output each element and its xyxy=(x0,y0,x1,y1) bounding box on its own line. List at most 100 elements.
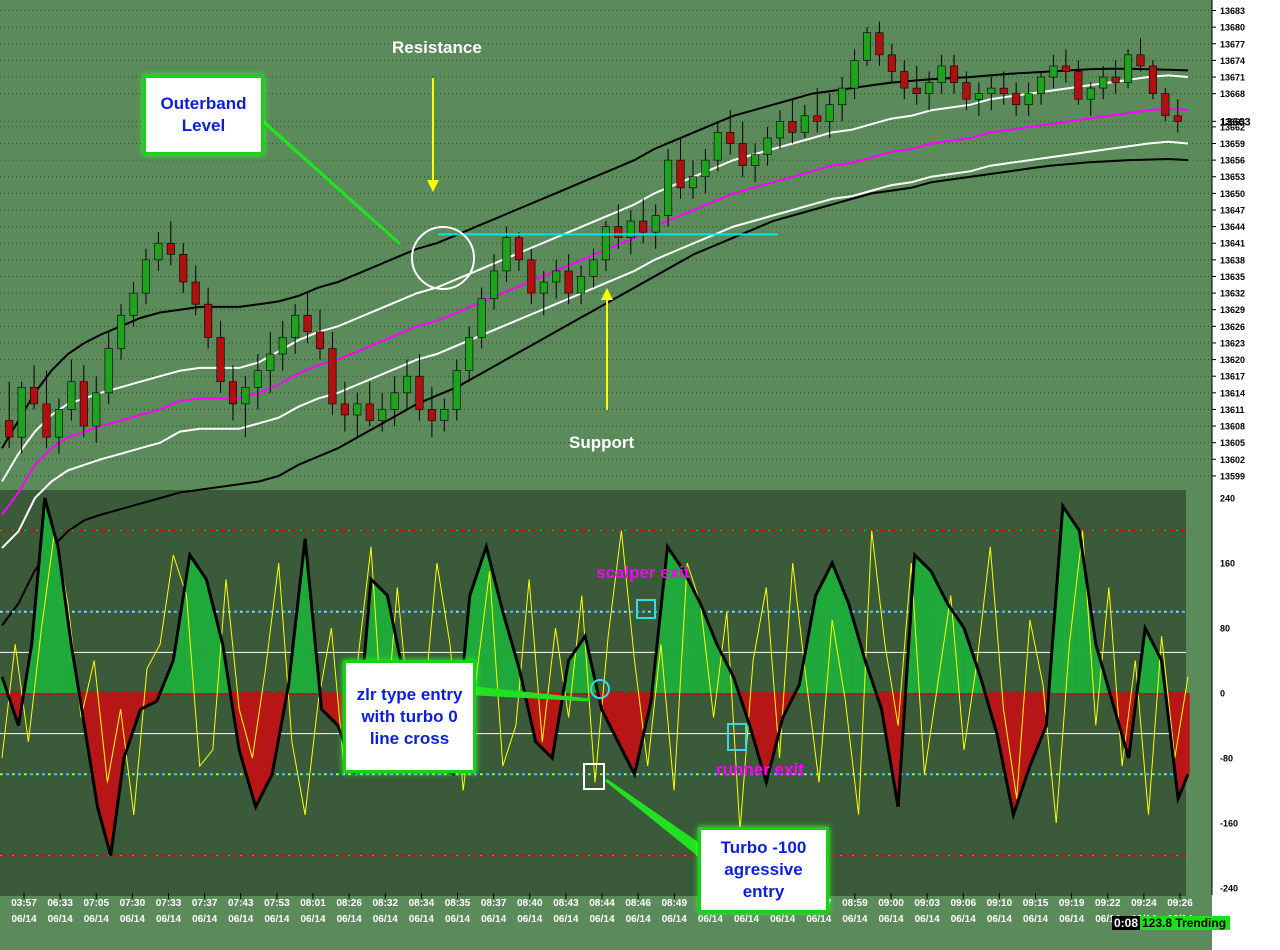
candle-body xyxy=(67,381,76,410)
candle-body xyxy=(664,159,673,216)
candle-body xyxy=(353,403,362,416)
date-tick-label: 06/14 xyxy=(626,914,651,925)
band-line-0 xyxy=(1,107,1189,516)
candle-body xyxy=(415,375,424,410)
candle-body xyxy=(999,87,1008,94)
price-tick-label: 13671 xyxy=(1220,73,1245,83)
price-tick-label: 13662 xyxy=(1220,122,1245,132)
date-tick-label: 06/14 xyxy=(84,914,109,925)
candle-body xyxy=(17,386,26,438)
candle-body xyxy=(204,303,213,338)
turbo-entry-callout: Turbo -100 agressive entry xyxy=(698,827,829,913)
date-tick-label: 06/14 xyxy=(264,914,289,925)
candle-body xyxy=(228,381,238,405)
price-tick-label: 13653 xyxy=(1220,172,1245,182)
candle-body xyxy=(601,226,610,261)
candle-body xyxy=(1124,54,1133,83)
date-tick-label: 06/14 xyxy=(951,914,976,925)
candle-body xyxy=(291,314,300,338)
candle-body xyxy=(912,87,921,94)
candle-body xyxy=(738,143,747,166)
price-tick-label: 13599 xyxy=(1220,471,1245,481)
resistance-arrow-head xyxy=(427,180,439,192)
candle-body xyxy=(452,370,461,410)
time-tick-label: 08:32 xyxy=(372,898,398,909)
turbo-line-2: agressive xyxy=(724,860,803,879)
price-tick-label: 13650 xyxy=(1220,189,1245,199)
candle-body xyxy=(191,281,200,305)
candle-body xyxy=(775,121,785,139)
price-tick-label: 13617 xyxy=(1220,372,1245,382)
candle-body xyxy=(154,242,163,261)
candle-body xyxy=(676,159,685,189)
time-tick-label: 09:22 xyxy=(1095,898,1121,909)
status-state: Trending xyxy=(1175,916,1227,930)
candle-body xyxy=(502,237,511,272)
oscillator-lines xyxy=(0,497,1190,856)
price-tick-label: 13614 xyxy=(1220,388,1245,398)
date-tick-label: 06/14 xyxy=(156,914,181,925)
price-tick-label: 13656 xyxy=(1220,156,1245,166)
candle-body xyxy=(527,259,536,294)
status-value: 123.8 Trending xyxy=(1140,916,1230,930)
price-annotations xyxy=(260,78,778,410)
candle-body xyxy=(788,121,797,133)
osc-line-1 xyxy=(0,497,1190,856)
resistance-label: Resistance xyxy=(392,38,482,57)
time-tick-label: 08:59 xyxy=(842,898,868,909)
price-tick-label: 13611 xyxy=(1220,405,1245,415)
osc-tick-label: -160 xyxy=(1220,819,1238,829)
candle-body xyxy=(1049,65,1058,78)
outerband-pointer xyxy=(260,118,402,246)
price-tick-label: 13674 xyxy=(1220,56,1245,66)
price-tick-label: 13659 xyxy=(1220,139,1245,149)
candle-body xyxy=(402,375,412,394)
zlr-line-1: zlr type entry xyxy=(356,684,463,704)
time-tick-label: 08:34 xyxy=(409,898,435,909)
date-tick-label: 06/14 xyxy=(915,914,940,925)
price-axis: 13683 13680 13677 13674 13671 13668 1366313662… xyxy=(1211,0,1280,950)
price-tick-label: 13683 xyxy=(1220,6,1245,16)
date-tick-label: 06/14 xyxy=(409,914,434,925)
date-tick-label: 06/14 xyxy=(589,914,614,925)
date-tick-label: 06/14 xyxy=(120,914,145,925)
price-tick-label: 13632 xyxy=(1220,289,1245,299)
time-axis: 03:57 06/14 06:33 06/14 07:05 06/14 07:30 06/14… xyxy=(0,893,1212,950)
date-tick-label: 06/14 xyxy=(192,914,217,925)
price-tick-label: 13677 xyxy=(1220,39,1245,49)
candle-body xyxy=(614,226,623,238)
osc-tick-label: 240 xyxy=(1220,494,1235,504)
time-tick-label: 07:37 xyxy=(192,898,218,909)
candle-body xyxy=(800,115,809,133)
date-tick-label: 06/14 xyxy=(806,914,831,925)
candle-body xyxy=(713,132,722,161)
candle-body xyxy=(949,65,959,83)
candle-body xyxy=(253,370,262,388)
outerband-callout: Outerband Level xyxy=(143,75,264,155)
date-tick-label: 06/14 xyxy=(770,914,795,925)
outerband-line-1: Outerband xyxy=(160,94,247,113)
osc-tick-label: 80 xyxy=(1220,624,1230,634)
candle-body xyxy=(328,348,337,405)
candle-body xyxy=(1111,76,1120,83)
candle-body xyxy=(303,314,312,333)
outerband-line-2: Level xyxy=(181,116,226,135)
candle-body xyxy=(937,65,946,83)
status-value-number: 123.8 xyxy=(1142,916,1173,930)
axis-strip xyxy=(1212,0,1280,950)
oscillator-axis: 240 160 80 0 -80 -160 -240 xyxy=(1220,494,1238,894)
time-tick-label: 08:01 xyxy=(300,898,326,909)
zlr-line-3: line cross xyxy=(369,728,450,748)
candle-body xyxy=(850,60,859,89)
price-tick-label: 13647 xyxy=(1220,205,1245,215)
time-axis-bg xyxy=(0,896,1212,950)
time-tick-label: 09:00 xyxy=(878,898,904,909)
price-tick-label: 13626 xyxy=(1220,322,1245,332)
date-tick-label: 06/14 xyxy=(553,914,578,925)
status-timer: 0:08 xyxy=(1112,916,1141,930)
runner-exit-marker xyxy=(727,723,747,751)
candle-body xyxy=(552,270,561,283)
price-tick-label: 13663 xyxy=(1220,117,1245,127)
date-tick-label: 06/14 xyxy=(1059,914,1084,925)
candle-body xyxy=(216,337,225,383)
